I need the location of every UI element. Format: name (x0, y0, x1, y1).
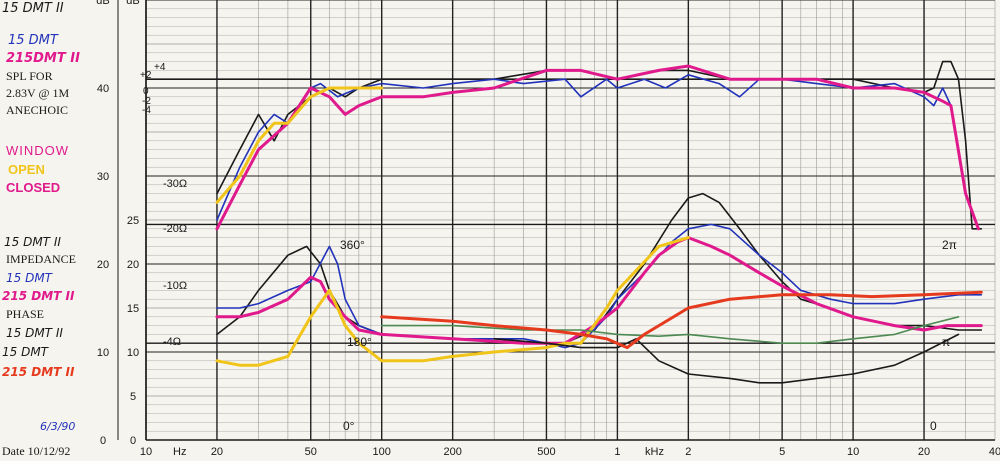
y-tick-label-right: dB (126, 0, 139, 7)
legend-imp-15dmtii: 15 DMT II (4, 235, 61, 249)
y-tick-label-left: dB (96, 0, 109, 7)
y-tick-label-left: 0 (100, 435, 106, 447)
legend-window: WINDOW OPEN CLOSED (6, 143, 69, 195)
phase-label-0: 0° (343, 419, 355, 433)
legend-window-heading: WINDOW (6, 143, 69, 158)
legend-imp-15dmt: 15 DMT (6, 271, 54, 285)
phase-label-pi: π (942, 335, 950, 349)
legend-impedance: 15 DMT II IMPEDANCE 15 DMT 215 DMT II (2, 235, 76, 303)
legend-spl-215dmtii: 215DMT II (6, 51, 80, 66)
series-phase-red-line (380, 290, 983, 350)
impedance-tick-10: -10Ω (163, 280, 187, 292)
grid-minor (146, 0, 996, 440)
x-tick-label: 5 (779, 446, 785, 458)
spl-mark-zero: 0 (143, 86, 149, 97)
legend-imp-title: IMPEDANCE (6, 252, 76, 266)
impedance-tick-4: -4Ω (163, 336, 181, 348)
legend-phase: PHASE 15 DMT II 15 DMT 215 DMT II (2, 307, 75, 379)
y-tick-label-right: 25 (127, 215, 139, 227)
legend-imp-215dmtii: 215 DMT II (2, 289, 75, 303)
series-group (215, 60, 983, 384)
x-tick-labels: 10 20 50 100 200 500 1 2 5 10 20 40 (140, 446, 1000, 458)
series-impedance-yellow-line (215, 236, 690, 367)
spl-mark-plus2: +2 (140, 70, 152, 81)
series-phase-black-line (493, 333, 960, 384)
legend-spl-anechoic: ANECHOIC (6, 103, 68, 117)
legend-spl-15dmtii: 15 DMT II (2, 1, 64, 16)
spl-reference-marks: +2 +4 0 -2 -4 (140, 62, 166, 116)
y-tick-label-left: 30 (97, 171, 109, 183)
series-impedance-magenta-line (215, 236, 983, 345)
legend-spl-15dmt: 15 DMT (8, 33, 59, 48)
y-tick-label-right: 5 (130, 391, 136, 403)
series-spl-magenta-line (215, 64, 980, 231)
phase-label-zero: 0 (930, 419, 937, 433)
spl-mark-plus4: +4 (154, 62, 166, 73)
series-spl-yellow-line (215, 86, 384, 204)
x-tick-label: 10 (140, 446, 152, 458)
series-impedance-blue-line (216, 223, 983, 349)
x-tick-label: 500 (537, 446, 555, 458)
legend-phase-15dmtii: 15 DMT II (6, 326, 63, 340)
y-tick-labels: 0 10 20 30 40 dB 0 5 10 15 20 25 dB (96, 0, 139, 447)
x-tick-label: 20 (918, 446, 930, 458)
y-tick-label-right: 15 (127, 303, 139, 315)
phase-label-180: 180° (347, 335, 372, 349)
legend-phase-15dmt: 15 DMT (2, 345, 50, 359)
x-tick-label: 50 (305, 446, 317, 458)
y-tick-label-left: 20 (97, 259, 109, 271)
x-tick-label: 40 (989, 446, 1000, 458)
x-tick-label: 20 (211, 446, 223, 458)
legend-spl-level: 2.83V @ 1M (6, 86, 70, 100)
spl-mark-minus2: -2 (142, 96, 151, 107)
y-tick-label-right: 20 (127, 259, 139, 271)
spl-mark-minus4: -4 (142, 105, 151, 116)
y-tick-label-right: 0 (130, 435, 136, 447)
impedance-tick-20: -20Ω (163, 223, 187, 235)
handwritten-date: 6/3/90 (40, 420, 75, 433)
x-tick-label: 200 (443, 446, 461, 458)
x-unit-hz: Hz (173, 446, 186, 458)
legend-window-closed: CLOSED (6, 180, 60, 195)
phase-label-360: 360° (340, 238, 365, 252)
impedance-scale: -30Ω -20Ω -10Ω -4Ω (163, 178, 187, 348)
x-tick-label: 2 (685, 446, 691, 458)
legend-spl: 15 DMT II 15 DMT 215DMT II SPL FOR 2.83V… (2, 1, 80, 117)
impedance-tick-30: -30Ω (163, 178, 187, 190)
y-tick-label-right: 10 (127, 347, 139, 359)
y-tick-label-left: 10 (97, 347, 109, 359)
legend-phase-title: PHASE (6, 307, 44, 321)
printed-date: Date 10/12/92 (2, 444, 70, 458)
legend-window-open: OPEN (8, 162, 45, 177)
legend-spl-title: SPL FOR (6, 69, 53, 83)
x-tick-label: 10 (847, 446, 859, 458)
y-tick-label-left: 40 (97, 83, 109, 95)
phase-labels: 360° 180° 0° 2π π 0 (340, 238, 957, 433)
x-unit-khz: kHz (645, 446, 664, 458)
x-tick-label: 1 (614, 446, 620, 458)
legend-phase-215dmtii: 215 DMT II (2, 365, 75, 379)
phase-label-2pi: 2π (942, 238, 957, 252)
x-tick-label: 100 (373, 446, 391, 458)
